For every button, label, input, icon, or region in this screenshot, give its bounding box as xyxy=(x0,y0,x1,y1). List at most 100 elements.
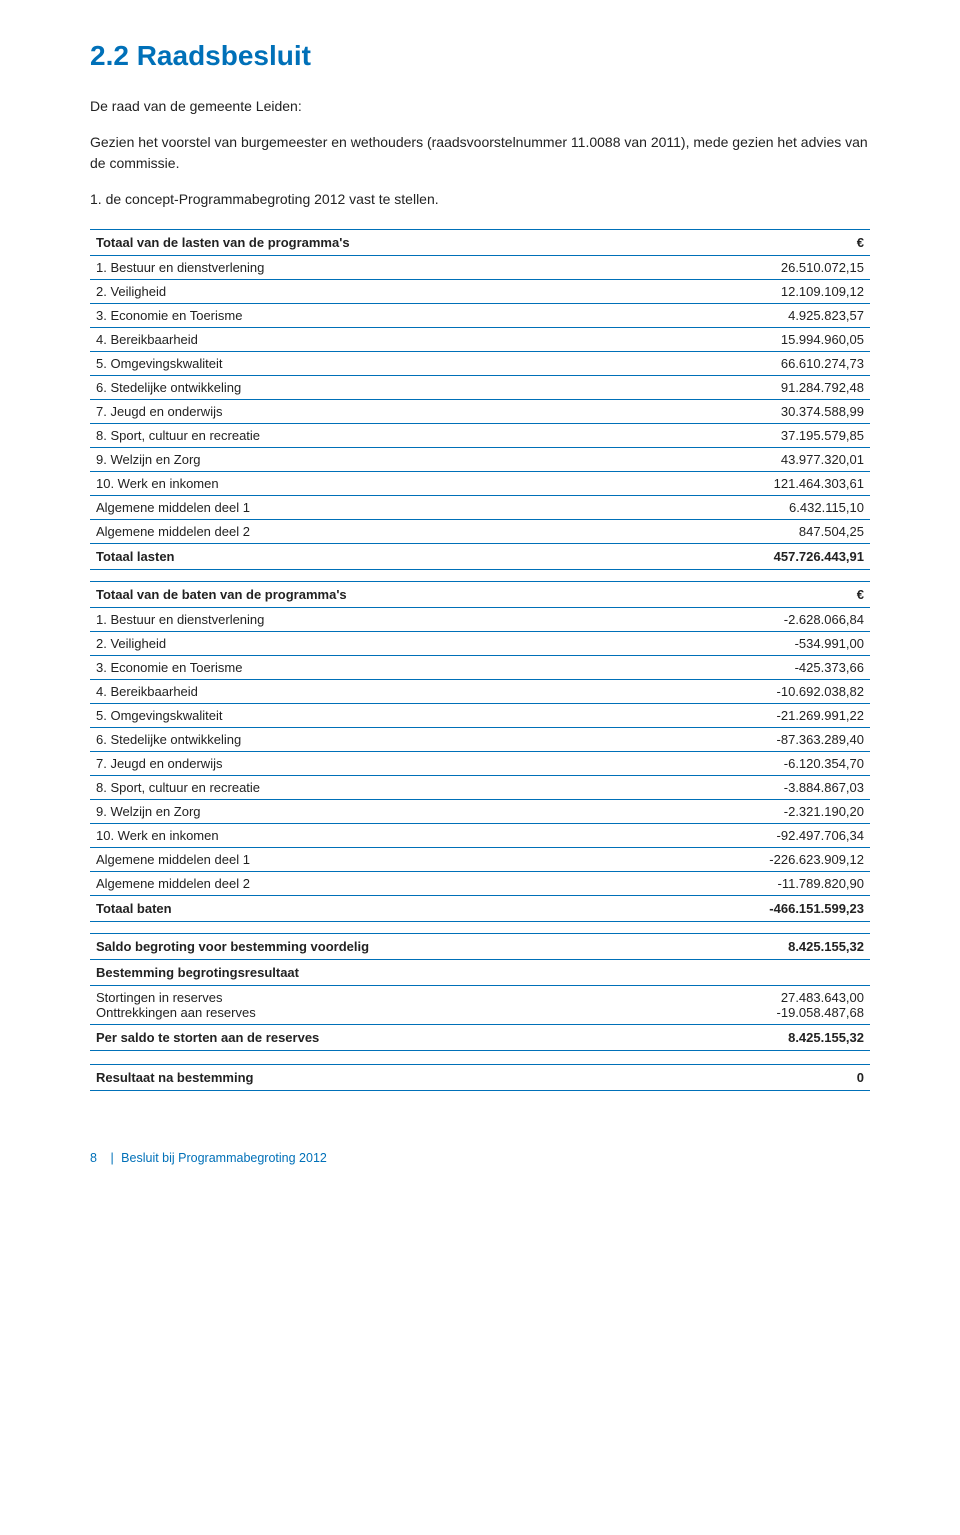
table-row: 1. Bestuur en dienstverlening-2.628.066,… xyxy=(90,607,870,631)
row-value: 4.925.823,57 xyxy=(652,303,870,327)
onttrekkingen-label: Onttrekkingen aan reserves xyxy=(96,1005,646,1020)
row-value: 15.994.960,05 xyxy=(652,327,870,351)
lasten-table: Totaal van de lasten van de programma's … xyxy=(90,229,870,1091)
row-label: 7. Jeugd en onderwijs xyxy=(90,751,652,775)
baten-total-value: -466.151.599,23 xyxy=(652,895,870,921)
row-label: Algemene middelen deel 2 xyxy=(90,519,652,543)
table-row: Algemene middelen deel 2847.504,25 xyxy=(90,519,870,543)
table-row: 2. Veiligheid12.109.109,12 xyxy=(90,279,870,303)
table-row: 8. Sport, cultuur en recreatie37.195.579… xyxy=(90,423,870,447)
baten-header-unit: € xyxy=(652,581,870,607)
table-row: 10. Werk en inkomen121.464.303,61 xyxy=(90,471,870,495)
table-row: 5. Omgevingskwaliteit-21.269.991,22 xyxy=(90,703,870,727)
row-value: 6.432.115,10 xyxy=(652,495,870,519)
table-row: 10. Werk en inkomen-92.497.706,34 xyxy=(90,823,870,847)
table-row: 4. Bereikbaarheid-10.692.038,82 xyxy=(90,679,870,703)
row-value: 847.504,25 xyxy=(652,519,870,543)
row-value: 12.109.109,12 xyxy=(652,279,870,303)
intro-line-1: De raad van de gemeente Leiden: xyxy=(90,96,870,118)
stortingen-label: Stortingen in reserves xyxy=(96,990,646,1005)
row-value: -2.628.066,84 xyxy=(652,607,870,631)
row-label: 9. Welzijn en Zorg xyxy=(90,799,652,823)
row-label: 9. Welzijn en Zorg xyxy=(90,447,652,471)
onttrekkingen-value: -19.058.487,68 xyxy=(658,1005,864,1020)
bestemming-label: Bestemming begrotingsresultaat xyxy=(90,959,652,985)
row-label: 1. Bestuur en dienstverlening xyxy=(90,607,652,631)
row-label: Algemene middelen deel 1 xyxy=(90,495,652,519)
table-row: Algemene middelen deel 16.432.115,10 xyxy=(90,495,870,519)
row-label: 7. Jeugd en onderwijs xyxy=(90,399,652,423)
row-value: 26.510.072,15 xyxy=(652,255,870,279)
section-heading: 2.2 Raadsbesluit xyxy=(90,40,870,72)
row-label: 10. Werk en inkomen xyxy=(90,471,652,495)
table-row: 6. Stedelijke ontwikkeling91.284.792,48 xyxy=(90,375,870,399)
table-row: 8. Sport, cultuur en recreatie-3.884.867… xyxy=(90,775,870,799)
row-value: 43.977.320,01 xyxy=(652,447,870,471)
per-saldo-label: Per saldo te storten aan de reserves xyxy=(90,1024,652,1050)
table-row: 7. Jeugd en onderwijs-6.120.354,70 xyxy=(90,751,870,775)
table-row: 2. Veiligheid-534.991,00 xyxy=(90,631,870,655)
baten-header-label: Totaal van de baten van de programma's xyxy=(90,581,652,607)
lasten-total-label: Totaal lasten xyxy=(90,543,652,569)
row-label: 3. Economie en Toerisme xyxy=(90,655,652,679)
row-value: 66.610.274,73 xyxy=(652,351,870,375)
numbered-item-1: 1. de concept-Programmabegroting 2012 va… xyxy=(90,189,870,211)
row-value: -534.991,00 xyxy=(652,631,870,655)
saldo-voordelig-label: Saldo begroting voor bestemming voordeli… xyxy=(90,933,652,959)
row-label: 8. Sport, cultuur en recreatie xyxy=(90,423,652,447)
row-label: 10. Werk en inkomen xyxy=(90,823,652,847)
row-label: 2. Veiligheid xyxy=(90,631,652,655)
table-row: 4. Bereikbaarheid15.994.960,05 xyxy=(90,327,870,351)
document-page: 2.2 Raadsbesluit De raad van de gemeente… xyxy=(0,0,960,1195)
row-label: Algemene middelen deel 1 xyxy=(90,847,652,871)
row-value: -87.363.289,40 xyxy=(652,727,870,751)
table-row: 9. Welzijn en Zorg43.977.320,01 xyxy=(90,447,870,471)
stortingen-value: 27.483.643,00 xyxy=(658,990,864,1005)
lasten-header-unit: € xyxy=(652,229,870,255)
row-value: -6.120.354,70 xyxy=(652,751,870,775)
row-value: 37.195.579,85 xyxy=(652,423,870,447)
row-value: 30.374.588,99 xyxy=(652,399,870,423)
row-label: 3. Economie en Toerisme xyxy=(90,303,652,327)
row-label: 4. Bereikbaarheid xyxy=(90,679,652,703)
table-row: Algemene middelen deel 2-11.789.820,90 xyxy=(90,871,870,895)
row-value: 91.284.792,48 xyxy=(652,375,870,399)
table-row: 3. Economie en Toerisme-425.373,66 xyxy=(90,655,870,679)
row-label: 6. Stedelijke ontwikkeling xyxy=(90,375,652,399)
lasten-header-label: Totaal van de lasten van de programma's xyxy=(90,229,652,255)
row-value: 121.464.303,61 xyxy=(652,471,870,495)
table-row: Algemene middelen deel 1-226.623.909,12 xyxy=(90,847,870,871)
resultaat-label: Resultaat na bestemming xyxy=(90,1064,652,1090)
table-row: 5. Omgevingskwaliteit66.610.274,73 xyxy=(90,351,870,375)
row-label: 6. Stedelijke ontwikkeling xyxy=(90,727,652,751)
intro-line-2: Gezien het voorstel van burgemeester en … xyxy=(90,132,870,175)
table-row: 1. Bestuur en dienstverlening26.510.072,… xyxy=(90,255,870,279)
row-label: 5. Omgevingskwaliteit xyxy=(90,351,652,375)
footer-separator: | xyxy=(110,1151,113,1165)
row-label: 1. Bestuur en dienstverlening xyxy=(90,255,652,279)
bestemming-value xyxy=(652,959,870,985)
row-value: -92.497.706,34 xyxy=(652,823,870,847)
row-value: -21.269.991,22 xyxy=(652,703,870,727)
row-value: -425.373,66 xyxy=(652,655,870,679)
row-label: 4. Bereikbaarheid xyxy=(90,327,652,351)
row-value: -226.623.909,12 xyxy=(652,847,870,871)
row-label: 8. Sport, cultuur en recreatie xyxy=(90,775,652,799)
row-value: -3.884.867,03 xyxy=(652,775,870,799)
table-row: 6. Stedelijke ontwikkeling-87.363.289,40 xyxy=(90,727,870,751)
page-number: 8 xyxy=(90,1151,97,1165)
table-row: 9. Welzijn en Zorg-2.321.190,20 xyxy=(90,799,870,823)
row-label: 2. Veiligheid xyxy=(90,279,652,303)
row-label: 5. Omgevingskwaliteit xyxy=(90,703,652,727)
baten-total-label: Totaal baten xyxy=(90,895,652,921)
page-footer: 8 | Besluit bij Programmabegroting 2012 xyxy=(90,1151,870,1165)
footer-text: Besluit bij Programmabegroting 2012 xyxy=(121,1151,327,1165)
per-saldo-value: 8.425.155,32 xyxy=(652,1024,870,1050)
reserves-values: 27.483.643,00 -19.058.487,68 xyxy=(652,985,870,1024)
table-row: 3. Economie en Toerisme4.925.823,57 xyxy=(90,303,870,327)
row-value: -10.692.038,82 xyxy=(652,679,870,703)
row-value: -2.321.190,20 xyxy=(652,799,870,823)
resultaat-value: 0 xyxy=(652,1064,870,1090)
saldo-voordelig-value: 8.425.155,32 xyxy=(652,933,870,959)
row-value: -11.789.820,90 xyxy=(652,871,870,895)
